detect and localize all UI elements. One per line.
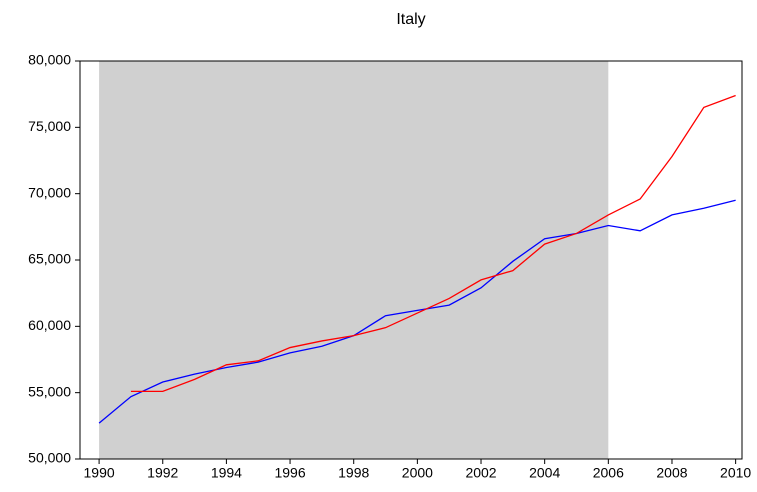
x-tick-label: 1994 (211, 465, 242, 481)
x-tick-label: 1998 (338, 465, 369, 481)
chart-title: Italy (396, 11, 425, 28)
x-tick-label: 1990 (84, 465, 115, 481)
x-tick-label: 2010 (720, 465, 751, 481)
series-line (130, 94, 736, 392)
x-tick-label: 2006 (593, 465, 624, 481)
x-tick-label: 1992 (147, 465, 178, 481)
y-tick-label: 80,000 (28, 52, 71, 68)
y-tick-label: 55,000 (28, 383, 71, 399)
x-tick-label: 2002 (465, 465, 496, 481)
y-tick-label: 65,000 (28, 251, 71, 267)
y-tick-label: 60,000 (28, 317, 71, 333)
x-tick-label: 2000 (402, 465, 433, 481)
y-tick-label: 50,000 (28, 450, 71, 466)
x-tick-label: 2004 (529, 465, 560, 481)
shaded-region (99, 61, 609, 459)
x-tick-label: 2008 (656, 465, 687, 481)
x-tick-label: 1996 (274, 465, 305, 481)
y-tick-label: 70,000 (28, 184, 71, 200)
series-line (98, 199, 736, 424)
y-tick-label: 75,000 (28, 118, 71, 134)
